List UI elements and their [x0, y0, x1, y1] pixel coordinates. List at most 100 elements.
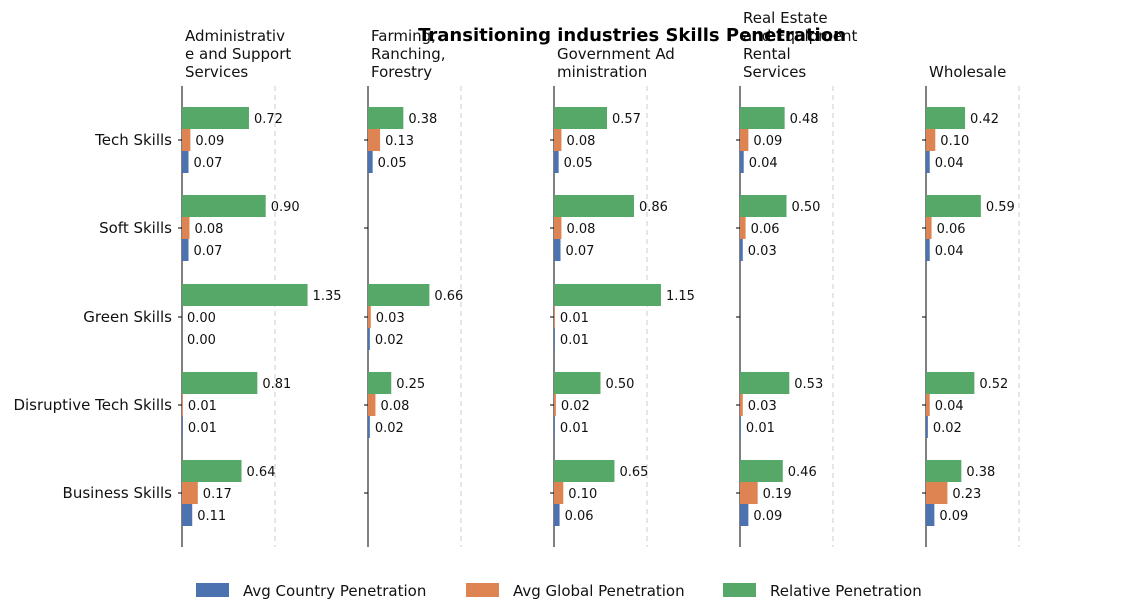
- bar-avg-global-penetration-disruptive-tech-skills: [368, 394, 376, 416]
- bar-avg-country-penetration-soft-skills: [926, 239, 930, 261]
- category-label-tech-skills: Tech Skills: [94, 131, 172, 149]
- value-label: 0.08: [566, 222, 595, 237]
- bar-avg-country-penetration-business-skills: [554, 504, 560, 526]
- chart-title: Transitioning industries Skills Penetrat…: [418, 25, 846, 46]
- value-label: 0.03: [748, 399, 777, 414]
- bar-relative-penetration-tech-skills: [368, 107, 404, 129]
- bar-relative-penetration-soft-skills: [554, 195, 634, 217]
- value-label: 0.52: [979, 377, 1008, 392]
- value-label: 0.42: [970, 112, 999, 127]
- value-label: 0.48: [790, 112, 819, 127]
- value-label: 0.00: [187, 333, 216, 348]
- bar-relative-penetration-business-skills: [182, 460, 242, 482]
- category-label-green-skills: Green Skills: [83, 308, 172, 326]
- bar-relative-penetration-tech-skills: [740, 107, 785, 129]
- legend-item-relative-penetration: Relative Penetration: [723, 582, 922, 600]
- value-label: 0.81: [262, 377, 291, 392]
- panel-title-line: Forestry: [371, 63, 432, 81]
- bar-avg-global-penetration-tech-skills: [182, 129, 191, 151]
- bar-relative-penetration-business-skills: [554, 460, 615, 482]
- legend-item-avg-global-penetration: Avg Global Penetration: [466, 582, 685, 600]
- bar-avg-global-penetration-green-skills: [368, 306, 371, 328]
- bar-avg-country-penetration-soft-skills: [740, 239, 743, 261]
- value-label: 0.02: [933, 421, 962, 436]
- bar-avg-country-penetration-tech-skills: [182, 151, 189, 173]
- bar-relative-penetration-soft-skills: [740, 195, 787, 217]
- panel-title-line: e and Support: [185, 45, 291, 63]
- panel-title-line: Ranching,: [371, 45, 446, 63]
- value-label: 0.08: [566, 134, 595, 149]
- value-label: 0.04: [935, 244, 964, 259]
- bar-relative-penetration-tech-skills: [554, 107, 608, 129]
- panel-title-line: ministration: [557, 63, 647, 81]
- panel-5: Wholesale 0.04 0.100.42 0.04 0.06 0.59 0.02 0.0…: [922, 63, 1020, 547]
- value-label: 0.90: [271, 200, 300, 215]
- bar-relative-penetration-green-skills: [368, 284, 430, 306]
- bar-avg-global-penetration-business-skills: [182, 482, 198, 504]
- value-label: 0.04: [749, 156, 778, 171]
- value-label: 0.02: [375, 333, 404, 348]
- value-label: 0.57: [612, 112, 641, 127]
- legend-swatch: [466, 583, 499, 597]
- value-label: 0.08: [380, 399, 409, 414]
- panel-title-line: Government Ad: [557, 45, 675, 63]
- bar-avg-global-penetration-green-skills: [554, 306, 555, 328]
- category-axis: Tech Skills Soft Skills Green Skills Disrup…: [13, 131, 172, 502]
- panel-title-line: Farming,: [371, 27, 436, 45]
- value-label: 0.05: [564, 156, 593, 171]
- value-label: 0.38: [966, 465, 995, 480]
- value-label: 0.46: [788, 465, 817, 480]
- bar-avg-country-penetration-disruptive-tech-skills: [368, 416, 370, 438]
- value-label: 0.72: [254, 112, 283, 127]
- bar-avg-country-penetration-business-skills: [926, 504, 935, 526]
- value-label: 0.00: [187, 311, 216, 326]
- value-label: 0.08: [194, 222, 223, 237]
- value-label: 0.03: [748, 244, 777, 259]
- bar-avg-global-penetration-business-skills: [554, 482, 564, 504]
- value-label: 0.01: [188, 399, 217, 414]
- legend-label: Relative Penetration: [770, 582, 922, 600]
- legend-swatch: [723, 583, 756, 597]
- bar-avg-global-penetration-disruptive-tech-skills: [926, 394, 930, 416]
- bar-avg-global-penetration-soft-skills: [740, 217, 746, 239]
- bar-avg-country-penetration-soft-skills: [182, 239, 189, 261]
- value-label: 0.01: [560, 311, 589, 326]
- bar-avg-global-penetration-soft-skills: [554, 217, 562, 239]
- legend-item-avg-country-penetration: Avg Country Penetration: [196, 582, 426, 600]
- bar-avg-country-penetration-business-skills: [740, 504, 749, 526]
- value-label: 0.01: [560, 421, 589, 436]
- bar-relative-penetration-tech-skills: [182, 107, 249, 129]
- bar-relative-penetration-disruptive-tech-skills: [926, 372, 975, 394]
- bar-relative-penetration-green-skills: [554, 284, 661, 306]
- legend-swatch: [196, 583, 229, 597]
- value-label: 0.01: [746, 421, 775, 436]
- value-label: 0.09: [939, 509, 968, 524]
- value-label: 0.10: [568, 487, 597, 502]
- value-label: 0.19: [763, 487, 792, 502]
- bar-avg-global-penetration-business-skills: [926, 482, 948, 504]
- value-label: 0.06: [937, 222, 966, 237]
- value-label: 0.09: [753, 509, 782, 524]
- value-label: 0.09: [753, 134, 782, 149]
- bar-avg-country-penetration-green-skills: [554, 328, 555, 350]
- value-label: 0.38: [408, 112, 437, 127]
- bar-avg-country-penetration-green-skills: [368, 328, 370, 350]
- bar-avg-global-penetration-soft-skills: [182, 217, 190, 239]
- value-label: 0.01: [188, 421, 217, 436]
- bar-relative-penetration-soft-skills: [926, 195, 981, 217]
- bar-avg-global-penetration-tech-skills: [554, 129, 562, 151]
- legend-label: Avg Global Penetration: [513, 582, 685, 600]
- bar-avg-global-penetration-business-skills: [740, 482, 758, 504]
- value-label: 0.65: [619, 465, 648, 480]
- bar-relative-penetration-disruptive-tech-skills: [740, 372, 790, 394]
- bar-avg-global-penetration-disruptive-tech-skills: [554, 394, 556, 416]
- value-label: 0.04: [935, 399, 964, 414]
- value-label: 0.11: [197, 509, 226, 524]
- value-label: 0.01: [560, 333, 589, 348]
- value-label: 0.64: [247, 465, 276, 480]
- legend-label: Avg Country Penetration: [243, 582, 426, 600]
